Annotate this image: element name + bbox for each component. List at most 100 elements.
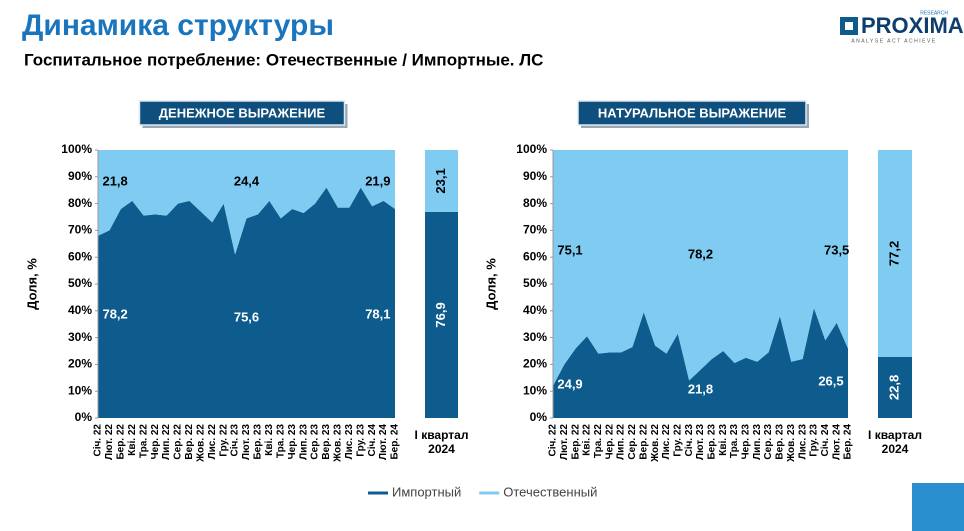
- title: Динамика структуры: [22, 9, 334, 42]
- y-tick-label: 40%: [68, 303, 92, 317]
- y-tick-label: 0%: [75, 410, 93, 424]
- x-tick-label: Лют. 24: [831, 424, 842, 460]
- x-tick-label: Лис. 22: [207, 424, 218, 460]
- annotation: 73,5: [824, 242, 849, 257]
- x-tick-label: Чер. 22: [604, 424, 615, 460]
- annotation: 75,6: [234, 309, 259, 324]
- area: [553, 308, 848, 418]
- annotation: 78,2: [102, 306, 127, 321]
- value-label: 76,9: [433, 302, 448, 327]
- x-tick-label: І квартал 2024: [414, 428, 469, 456]
- x-tick-label: Чер. 22: [150, 424, 161, 460]
- annotation: 21,8: [688, 381, 713, 396]
- x-tick-label: Кві. 22: [127, 424, 138, 456]
- y-tick-label: 70%: [523, 223, 547, 237]
- x-tick-label: Лис. 23: [344, 424, 355, 460]
- x-tick-label: Тра. 23: [729, 424, 740, 459]
- value-label: 77,2: [886, 241, 901, 266]
- x-tick-label: Жов. 22: [195, 424, 206, 463]
- badge: [577, 100, 807, 126]
- x-tick-label: Січ. 22: [548, 424, 559, 457]
- legend: Импортный Отечественный: [368, 484, 597, 499]
- logo: PROXIMA: [861, 13, 964, 38]
- x-tick-label: Лют. 23: [241, 424, 252, 460]
- x-tick-label: Лип. 23: [298, 424, 309, 460]
- badge-text: ДЕНЕЖНОЕ ВЫРАЖЕНИЕ: [159, 105, 326, 120]
- corner-block: [912, 483, 964, 531]
- x-tick-label: Гру. 23: [355, 424, 366, 457]
- y-tick-label: 100%: [61, 142, 92, 156]
- x-tick-label: Сер. 23: [763, 424, 774, 460]
- y-tick-label: 60%: [68, 249, 92, 263]
- x-tick-label: Бер. 22: [115, 424, 126, 460]
- x-tick-label: Бер. 24: [390, 424, 401, 460]
- y-tick-label: 70%: [68, 223, 92, 237]
- x-tick-label: Лип. 22: [616, 424, 627, 460]
- x-tick-label: Жов. 22: [650, 424, 661, 463]
- x-tick-label: Січ. 24: [820, 424, 831, 457]
- y-tick-label: 10%: [523, 383, 547, 397]
- value-label: 23,1: [433, 168, 448, 193]
- x-tick-label: Кві. 23: [718, 424, 729, 456]
- x-tick-label: Вер. 23: [775, 424, 786, 460]
- x-tick-label: Січ. 23: [230, 424, 241, 457]
- y-axis-label: Доля, %: [483, 258, 498, 310]
- bar: [878, 356, 912, 418]
- x-tick-label: І квартал 2024: [868, 428, 922, 456]
- x-tick-label: Лип. 23: [752, 424, 763, 460]
- x-tick-label: Кві. 22: [582, 424, 593, 456]
- y-tick-label: 50%: [68, 276, 92, 290]
- y-tick-label: 90%: [523, 169, 547, 183]
- y-tick-label: 0%: [530, 410, 548, 424]
- y-tick-label: 50%: [523, 276, 547, 290]
- x-tick-label: Гру. 22: [218, 424, 229, 457]
- x-tick-label: Кві. 23: [264, 424, 275, 456]
- x-tick-label: Чер. 23: [741, 424, 752, 460]
- x-tick-label: Гру. 23: [809, 424, 820, 457]
- y-axis-label: Доля, %: [24, 258, 39, 310]
- value-label: 22,8: [886, 375, 901, 400]
- badge-text: НАТУРАЛЬНОЕ ВЫРАЖЕНИЕ: [598, 105, 787, 120]
- y-tick-label: 90%: [68, 169, 92, 183]
- y-tick-label: 20%: [68, 357, 92, 371]
- x-tick-label: Лют. 22: [104, 424, 115, 460]
- x-tick-label: Січ. 22: [93, 424, 104, 457]
- logo-icon-inner: [845, 22, 853, 30]
- annotation: 78,1: [365, 306, 390, 321]
- annotation: 75,1: [557, 242, 582, 257]
- annotation: 26,5: [818, 373, 843, 388]
- x-tick-label: Лис. 22: [661, 424, 672, 460]
- x-tick-label: Тра. 22: [138, 424, 149, 459]
- y-tick-label: 60%: [523, 249, 547, 263]
- x-tick-label: Січ. 24: [367, 424, 378, 457]
- x-tick-label: Вер. 22: [638, 424, 649, 460]
- legend-label: Импортный: [392, 484, 461, 499]
- x-tick-label: Лют. 22: [559, 424, 570, 460]
- badge: [138, 100, 346, 126]
- y-tick-label: 20%: [523, 357, 547, 371]
- x-tick-label: Тра. 22: [593, 424, 604, 459]
- annotation: 78,2: [688, 246, 713, 261]
- annotation: 24,9: [557, 376, 582, 391]
- x-tick-label: Лис. 23: [797, 424, 808, 460]
- annotation: 21,8: [102, 173, 127, 188]
- subtitle: Госпитальное потребление: Отечественные …: [24, 50, 543, 69]
- x-tick-label: Бер. 22: [570, 424, 581, 460]
- bar: [425, 150, 458, 212]
- x-tick-label: Вер. 23: [321, 424, 332, 460]
- x-tick-label: Чер. 23: [287, 424, 298, 460]
- y-tick-label: 30%: [523, 330, 547, 344]
- x-tick-label: Лип. 22: [161, 424, 172, 460]
- area: [98, 150, 395, 255]
- x-tick-label: Сер. 23: [310, 424, 321, 460]
- area: [553, 150, 848, 386]
- y-tick-label: 10%: [68, 383, 92, 397]
- annotation: 21,9: [365, 173, 390, 188]
- x-tick-label: Лют. 24: [378, 424, 389, 460]
- y-tick-label: 80%: [523, 196, 547, 210]
- x-tick-label: Сер. 22: [173, 424, 184, 460]
- x-tick-label: Тра. 23: [275, 424, 286, 459]
- bar: [425, 211, 458, 418]
- x-tick-label: Гру. 22: [672, 424, 683, 457]
